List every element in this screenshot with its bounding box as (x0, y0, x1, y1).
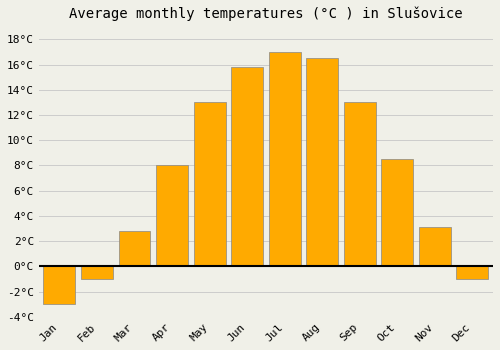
Bar (231, 67, 263, 266)
Bar (306, 58, 338, 266)
Title: Average monthly temperatures (°C ) in Slušovice: Average monthly temperatures (°C ) in Sl… (69, 7, 462, 21)
Bar (456, 266, 488, 279)
Bar (118, 231, 150, 266)
Bar (382, 159, 414, 266)
Bar (419, 227, 451, 266)
Bar (44, 266, 76, 304)
Bar (194, 103, 226, 266)
Bar (81, 266, 113, 279)
Bar (344, 103, 376, 266)
Bar (156, 166, 188, 266)
Bar (268, 52, 300, 266)
